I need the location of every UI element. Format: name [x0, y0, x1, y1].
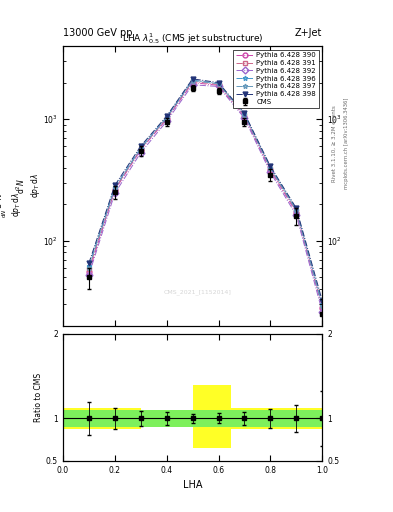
Pythia 6.428 398 — [320, 298, 325, 304]
Pythia 6.428 397 — [242, 112, 247, 118]
Line: Pythia 6.428 398: Pythia 6.428 398 — [86, 76, 325, 303]
Pythia 6.428 397 — [216, 81, 221, 87]
Pythia 6.428 391 — [294, 208, 299, 214]
Text: Z+Jet: Z+Jet — [295, 28, 322, 38]
Pythia 6.428 390 — [164, 116, 169, 122]
Pythia 6.428 397 — [190, 77, 195, 83]
Pythia 6.428 397 — [86, 265, 91, 271]
Pythia 6.428 392 — [164, 118, 169, 124]
Pythia 6.428 397 — [268, 165, 273, 172]
Pythia 6.428 392 — [190, 82, 195, 88]
Pythia 6.428 398 — [112, 182, 117, 188]
Pythia 6.428 392 — [320, 309, 325, 315]
Pythia 6.428 390 — [294, 209, 299, 216]
Line: Pythia 6.428 397: Pythia 6.428 397 — [86, 78, 325, 308]
Pythia 6.428 396 — [268, 164, 273, 170]
Text: Rivet 3.1.10, ≥ 3.2M events: Rivet 3.1.10, ≥ 3.2M events — [332, 105, 337, 182]
Pythia 6.428 397 — [164, 115, 169, 121]
Pythia 6.428 390 — [138, 147, 143, 153]
Pythia 6.428 397 — [294, 207, 299, 214]
Pythia 6.428 391 — [242, 112, 247, 118]
Line: Pythia 6.428 391: Pythia 6.428 391 — [86, 79, 325, 308]
Pythia 6.428 392 — [112, 190, 117, 197]
Pythia 6.428 391 — [216, 81, 221, 88]
Pythia 6.428 390 — [268, 167, 273, 174]
Pythia 6.428 396 — [320, 301, 325, 307]
Pythia 6.428 390 — [112, 187, 117, 194]
X-axis label: LHA: LHA — [183, 480, 202, 490]
Pythia 6.428 391 — [86, 266, 91, 272]
Pythia 6.428 392 — [294, 212, 299, 218]
Pythia 6.428 398 — [138, 143, 143, 149]
Pythia 6.428 398 — [190, 76, 195, 82]
Pythia 6.428 398 — [164, 113, 169, 119]
Pythia 6.428 392 — [216, 83, 221, 90]
Legend: Pythia 6.428 390, Pythia 6.428 391, Pythia 6.428 392, Pythia 6.428 396, Pythia 6: Pythia 6.428 390, Pythia 6.428 391, Pyth… — [233, 50, 319, 108]
Pythia 6.428 391 — [112, 186, 117, 193]
Pythia 6.428 397 — [320, 303, 325, 309]
Pythia 6.428 397 — [138, 145, 143, 152]
Text: CMS_2021_[1152014]: CMS_2021_[1152014] — [164, 289, 232, 295]
Line: Pythia 6.428 396: Pythia 6.428 396 — [86, 78, 325, 307]
Pythia 6.428 390 — [242, 114, 247, 120]
Y-axis label: Ratio to CMS: Ratio to CMS — [34, 373, 43, 422]
Pythia 6.428 390 — [86, 269, 91, 275]
Pythia 6.428 398 — [268, 163, 273, 169]
Pythia 6.428 392 — [242, 115, 247, 121]
Pythia 6.428 391 — [164, 115, 169, 121]
Pythia 6.428 392 — [268, 169, 273, 176]
Text: mcplots.cern.ch [arXiv:1306.3436]: mcplots.cern.ch [arXiv:1306.3436] — [344, 98, 349, 189]
Pythia 6.428 396 — [216, 80, 221, 87]
Pythia 6.428 396 — [86, 263, 91, 269]
Pythia 6.428 396 — [164, 114, 169, 120]
Pythia 6.428 392 — [86, 272, 91, 278]
Pythia 6.428 398 — [242, 110, 247, 116]
Pythia 6.428 391 — [320, 303, 325, 309]
Pythia 6.428 398 — [294, 205, 299, 211]
Pythia 6.428 396 — [112, 184, 117, 190]
Line: Pythia 6.428 390: Pythia 6.428 390 — [86, 80, 325, 310]
Pythia 6.428 392 — [138, 150, 143, 156]
Pythia 6.428 396 — [138, 145, 143, 151]
Pythia 6.428 391 — [138, 146, 143, 152]
Text: 13000 GeV pp: 13000 GeV pp — [63, 28, 132, 38]
Pythia 6.428 397 — [112, 185, 117, 191]
Pythia 6.428 398 — [216, 79, 221, 86]
Pythia 6.428 396 — [190, 77, 195, 83]
Text: $\frac{1}{\mathrm{d}N}\,\mathrm{d}^2N$
$\mathrm{d}p_T\,\mathrm{d}\lambda$: $\frac{1}{\mathrm{d}N}\,\mathrm{d}^2N$ $… — [0, 192, 23, 218]
Pythia 6.428 391 — [268, 166, 273, 172]
Pythia 6.428 396 — [294, 207, 299, 213]
Y-axis label: $\mathrm{d}^2N$
$\mathrm{d}p_T\,\mathrm{d}\lambda$: $\mathrm{d}^2N$ $\mathrm{d}p_T\,\mathrm{… — [15, 174, 42, 198]
Title: LHA $\lambda^{1}_{0.5}$ (CMS jet substructure): LHA $\lambda^{1}_{0.5}$ (CMS jet substru… — [122, 31, 263, 46]
Pythia 6.428 390 — [216, 82, 221, 89]
Pythia 6.428 390 — [190, 79, 195, 86]
Pythia 6.428 398 — [86, 261, 91, 267]
Line: Pythia 6.428 392: Pythia 6.428 392 — [86, 82, 325, 314]
Pythia 6.428 390 — [320, 305, 325, 311]
Pythia 6.428 396 — [242, 111, 247, 117]
Pythia 6.428 391 — [190, 78, 195, 84]
